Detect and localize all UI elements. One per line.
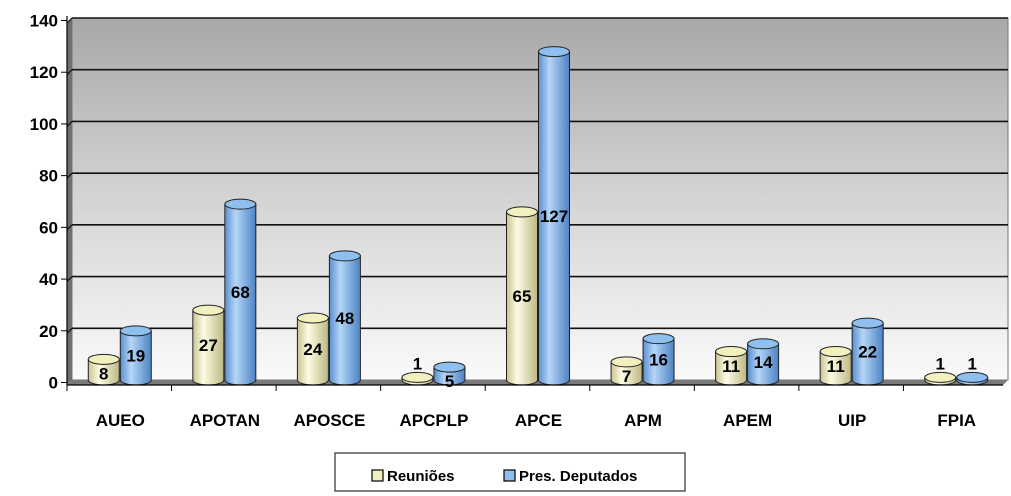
x-tick-label: APOTAN xyxy=(190,411,261,430)
gridline-side xyxy=(66,69,73,76)
gridline-side xyxy=(66,276,73,282)
data-label: 11 xyxy=(722,357,740,376)
bar-top xyxy=(433,361,466,373)
data-label: 68 xyxy=(231,283,250,302)
y-tick-label: 120 xyxy=(30,63,58,82)
bar-top xyxy=(924,371,957,383)
data-label: 1 xyxy=(413,354,422,373)
legend-label: Pres. Deputados xyxy=(519,468,637,485)
bar: 65 xyxy=(506,206,538,386)
bar: 1 xyxy=(401,354,434,386)
data-label: 14 xyxy=(754,353,773,372)
data-label: 7 xyxy=(622,367,631,386)
bar: 16 xyxy=(642,333,675,386)
bar: 1 xyxy=(956,354,989,386)
data-label: 1 xyxy=(967,354,976,373)
y-tick-label: 0 xyxy=(49,374,58,393)
bar: 5 xyxy=(433,361,466,391)
bar: 19 xyxy=(119,325,152,386)
bar: 68 xyxy=(224,198,257,386)
x-tick-label: APOSCE xyxy=(293,411,365,430)
bar-top xyxy=(296,312,329,324)
data-label: 48 xyxy=(335,309,354,328)
bar: 127 xyxy=(538,46,570,386)
bar-top xyxy=(610,356,643,368)
legend-swatch xyxy=(371,469,384,482)
side-wall xyxy=(67,18,72,385)
bar: 14 xyxy=(747,338,780,386)
bar-top xyxy=(819,346,852,358)
bar-top xyxy=(642,333,675,345)
y-tick-label: 80 xyxy=(39,167,58,186)
y-tick-label: 20 xyxy=(39,322,58,341)
y-tick-label: 140 xyxy=(30,12,58,31)
y-axis: 0 20 40 60 80 100 120 140 xyxy=(30,12,68,393)
x-tick-label: APM xyxy=(624,411,662,430)
bar-top xyxy=(506,206,538,218)
data-label: 5 xyxy=(445,372,454,391)
bar: 7 xyxy=(610,356,643,386)
x-tick-label: APCE xyxy=(515,411,562,430)
bar: 27 xyxy=(192,304,225,386)
legend-swatch xyxy=(503,469,516,482)
bar-top xyxy=(401,371,434,383)
gridline-side xyxy=(66,327,73,334)
bar: 1 xyxy=(924,354,957,386)
gridline-side xyxy=(66,17,73,24)
bar-top xyxy=(747,338,780,350)
bar-top xyxy=(851,317,884,329)
bar: 11 xyxy=(715,346,748,386)
x-tick-label: APCPLP xyxy=(399,411,468,430)
bar-top xyxy=(87,353,120,365)
legend-box xyxy=(334,452,686,492)
bar: 11 xyxy=(819,346,852,386)
bar-top xyxy=(956,371,989,383)
bar-top xyxy=(715,346,748,358)
bar: 22 xyxy=(851,317,884,386)
y-tick-label: 60 xyxy=(39,218,58,237)
data-label: 65 xyxy=(513,287,532,306)
gridline-side xyxy=(66,172,73,179)
bar: 8 xyxy=(87,353,120,386)
gridline-side xyxy=(66,224,73,231)
x-axis: AUEO APOTAN APOSCE APCPLP APCE APM APEM UIP FPIA xyxy=(66,384,1003,430)
legend: Reuniões Pres. Deputados xyxy=(334,452,686,492)
bar-top xyxy=(224,198,257,210)
bar-top xyxy=(538,46,570,58)
x-tick-label: APEM xyxy=(723,411,772,430)
bar: 24 xyxy=(296,312,329,386)
data-label: 16 xyxy=(649,350,668,369)
data-label: 11 xyxy=(827,357,845,376)
bar-top xyxy=(119,325,152,337)
data-label: 24 xyxy=(303,340,322,359)
x-tick-label: FPIA xyxy=(937,411,976,430)
bar: 48 xyxy=(328,250,361,386)
data-label: 22 xyxy=(858,343,877,362)
data-label: 19 xyxy=(126,346,145,365)
y-tick-label: 40 xyxy=(39,270,58,289)
data-label: 8 xyxy=(99,364,108,383)
x-tick-label: AUEO xyxy=(96,411,145,430)
bar-top xyxy=(328,250,361,262)
legend-label: Reuniões xyxy=(387,468,455,485)
data-label: 27 xyxy=(199,336,218,355)
x-tick-label: UIP xyxy=(838,411,866,430)
y-tick-label: 100 xyxy=(30,115,58,134)
data-label: 1 xyxy=(935,354,944,373)
bar-top xyxy=(192,304,225,316)
gridline-side xyxy=(66,121,73,127)
data-label: 127 xyxy=(540,207,568,226)
